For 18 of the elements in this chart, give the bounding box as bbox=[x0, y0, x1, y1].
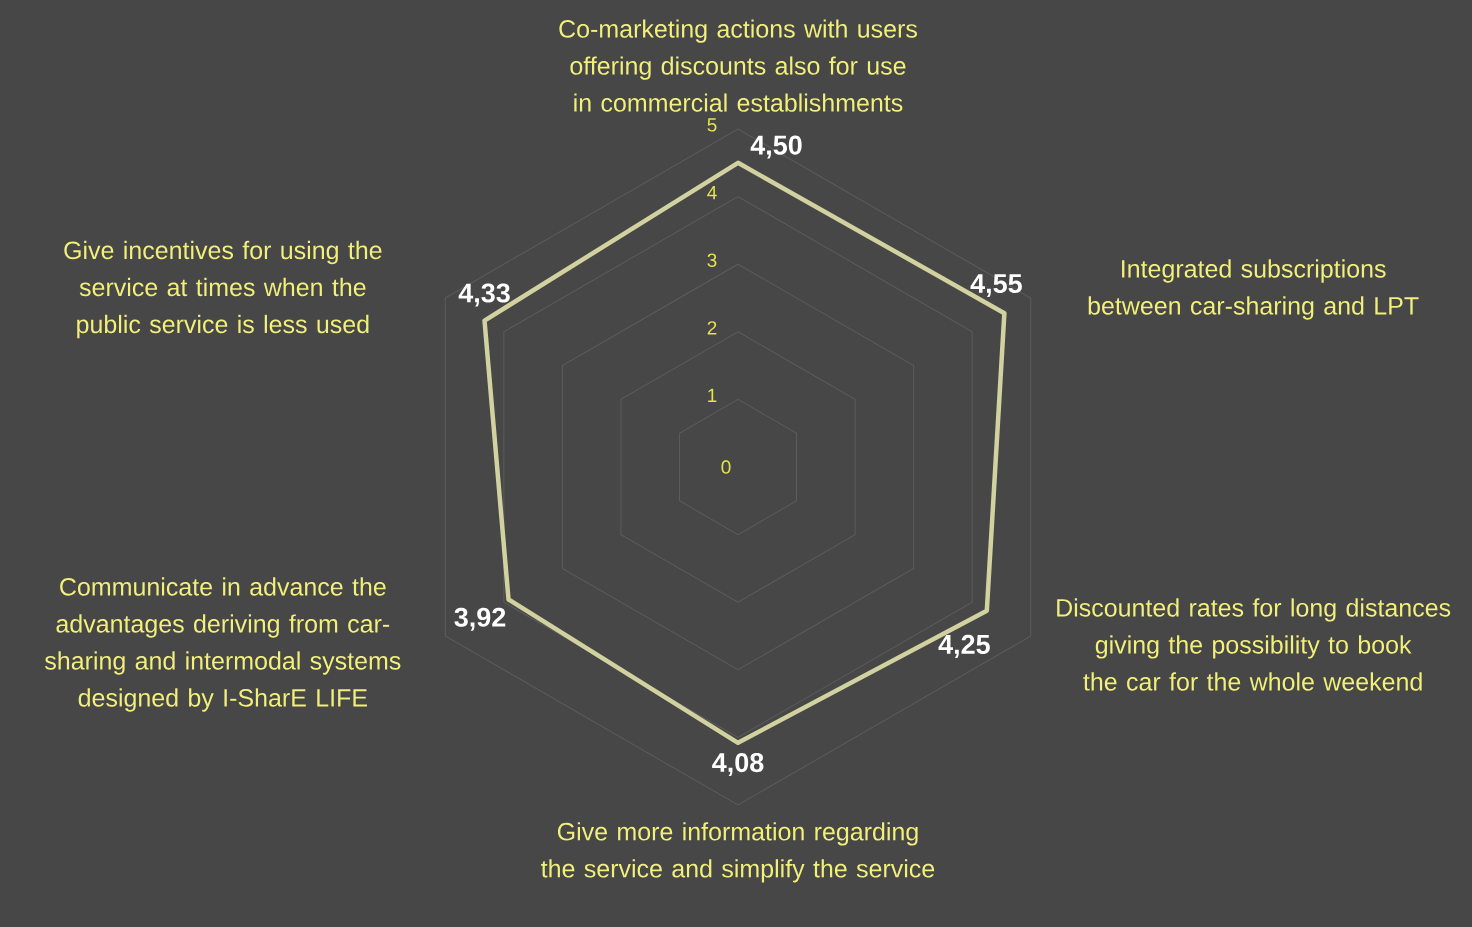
y-tick-label: 0 bbox=[721, 460, 731, 474]
data-label: 4,55 bbox=[970, 274, 1022, 298]
spoke-label: Discounted rates for long distances giving the possibility to book the car for the whole weekend bbox=[1057, 598, 1451, 691]
spoke-label: Integrated subscriptions between car-sharing and LPT bbox=[1088, 259, 1419, 320]
spoke-label: Give more information regarding the service and simplify the service bbox=[541, 822, 935, 883]
y-tick-label: 1 bbox=[708, 388, 717, 402]
y-tick-label: 4 bbox=[707, 186, 717, 200]
data-label: 3,92 bbox=[454, 607, 506, 631]
data-label: 4,25 bbox=[938, 634, 990, 658]
y-tick-label: 2 bbox=[707, 321, 717, 335]
data-label: 4,33 bbox=[458, 283, 510, 307]
y-tick-label: 3 bbox=[707, 253, 717, 267]
spoke-label: Give incentives for using the service at times when the public service is less used bbox=[64, 240, 382, 339]
spoke-label: Communicate in advance the advantages deriving from car-sharing and intermodal systems designed by I-SharE LIFE bbox=[45, 577, 401, 712]
spoke-label: Co-marketing actions with users offering discounts also for use in commercial establishments bbox=[559, 19, 917, 112]
data-label: 4,50 bbox=[750, 135, 802, 159]
data-label: 4,08 bbox=[712, 753, 764, 777]
y-tick-label: 5 bbox=[707, 118, 717, 132]
